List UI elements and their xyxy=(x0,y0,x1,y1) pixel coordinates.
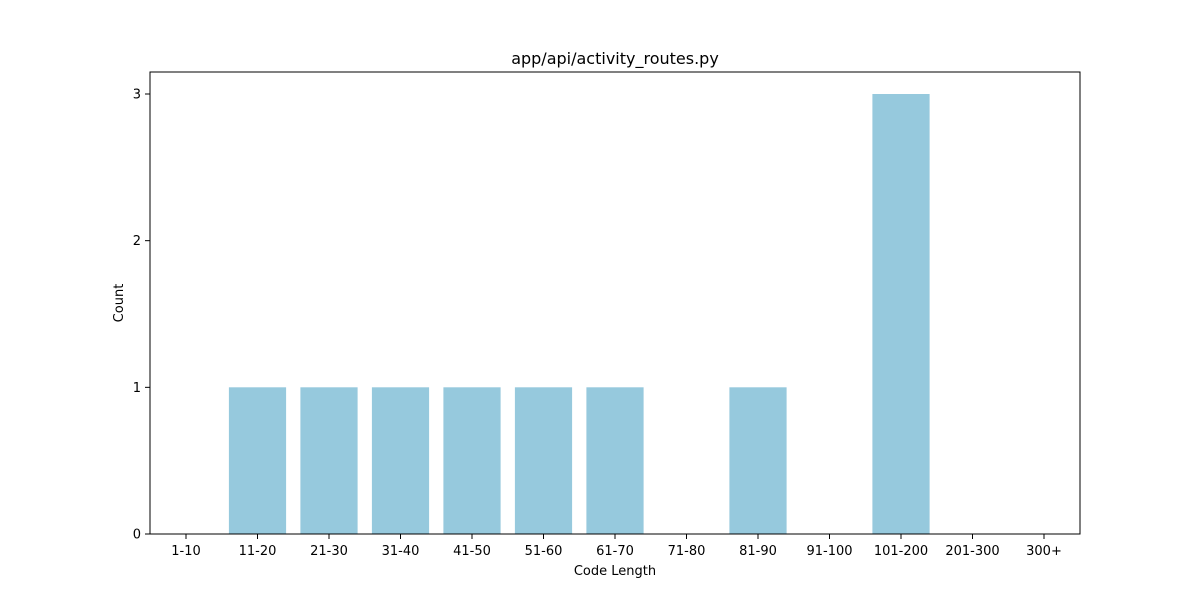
x-axis-ticks: 1-10 11-20 21-30 31-40 41-50 51-60 61-70 71-80 8… xyxy=(171,534,1062,559)
bar-41-50 xyxy=(443,387,501,534)
x-tick-label: 81-90 xyxy=(739,544,777,559)
bar-101-200 xyxy=(872,94,930,534)
x-tick-label: 21-30 xyxy=(310,544,348,559)
x-tick-label: 41-50 xyxy=(453,544,491,559)
bar-61-70 xyxy=(586,387,644,534)
y-axis-label: Count xyxy=(112,284,127,323)
x-tick-label: 101-200 xyxy=(874,544,928,559)
x-tick-label: 61-70 xyxy=(596,544,634,559)
x-tick-label: 201-300 xyxy=(945,544,999,559)
x-tick-label: 71-80 xyxy=(668,544,706,559)
bar-51-60 xyxy=(514,387,573,534)
x-tick-label: 300+ xyxy=(1026,544,1062,559)
bar-81-90 xyxy=(729,387,787,534)
x-axis-label: Code Length xyxy=(574,564,656,579)
x-tick-label: 1-10 xyxy=(171,544,201,559)
x-tick-label: 91-100 xyxy=(806,544,852,559)
bar-21-30 xyxy=(300,387,358,534)
y-tick-label: 3 xyxy=(133,88,141,103)
bars-group xyxy=(228,94,930,534)
bar-11-20 xyxy=(228,387,287,534)
x-tick-label: 11-20 xyxy=(239,544,277,559)
x-tick-label: 31-40 xyxy=(382,544,420,559)
chart-title: app/api/activity_routes.py xyxy=(511,49,719,69)
x-tick-label: 51-60 xyxy=(525,544,563,559)
y-axis-ticks: 0 1 2 3 xyxy=(133,88,150,543)
bar-31-40 xyxy=(371,387,430,534)
y-tick-label: 2 xyxy=(133,234,141,249)
y-tick-label: 0 xyxy=(133,528,141,543)
y-tick-label: 1 xyxy=(133,381,141,396)
